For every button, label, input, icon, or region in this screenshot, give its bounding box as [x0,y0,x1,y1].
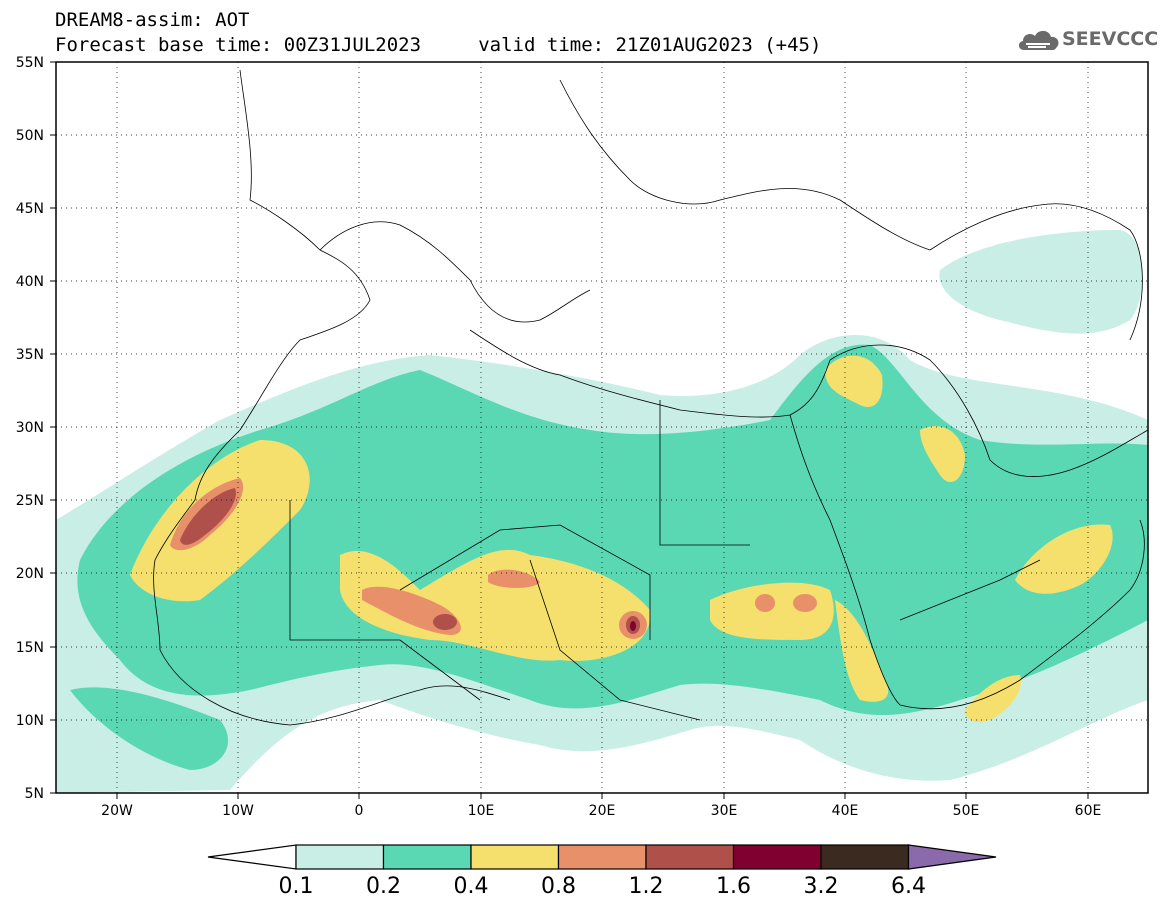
aot-band-0.2-westafrica [70,687,229,770]
colorbar-swatch-0.4 [470,844,560,870]
forecast-time-line: Forecast base time: 00Z31JUL2023 valid t… [55,34,822,56]
lon-label-50E: 50E [953,803,980,819]
aot-band-0.8-sudan1 [755,594,775,612]
colorbar-label-0.1: 0.1 [279,874,314,899]
lat-label-55N: 55N [16,55,44,71]
lon-label-0: 0 [355,803,364,819]
lon-label-10W: 10W [222,803,254,819]
lat-ticks [50,61,56,794]
aot-band-1.6-chad [630,621,636,631]
aot-band-0.1-caspian [939,230,1143,334]
lat-label-45N: 45N [16,201,44,217]
lat-label-15N: 15N [16,640,44,656]
aot-band-1.2-west [180,488,236,545]
logo-text: SEEVCCC [1062,28,1159,50]
colorbar-low-arrow [207,844,297,870]
colorbar-label-3.2: 3.2 [804,874,839,899]
lat-label-25N: 25N [16,493,44,509]
aot-band-0.8-niger [488,569,540,588]
lon-label-10E: 10E [468,803,495,819]
lat-label-50N: 50N [16,128,44,144]
lon-label-30E: 30E [711,803,738,819]
colorbar-label-1.2: 1.2 [629,874,664,899]
aot-band-0.2 [77,344,1148,715]
colorbar-swatch-0.1 [295,844,385,870]
colorbar-swatch-1.2 [645,844,735,870]
colorbar-swatch-1.6 [732,844,822,870]
graticule [56,62,1148,793]
lat-label-10N: 10N [16,713,44,729]
colorbar-label-0.2: 0.2 [366,874,401,899]
lon-label-20E: 20E [589,803,616,819]
coastlines [153,69,1148,726]
lon-label-60E: 60E [1075,803,1102,819]
lat-label-40N: 40N [16,274,44,290]
colorbar [207,844,997,870]
aot-band-0.4-redsea [835,600,889,702]
cloud-icon [1018,30,1059,50]
aot-band-0.4-yemen [965,675,1021,722]
colorbar-label-1.6: 1.6 [716,874,751,899]
colorbar-high-arrow [907,844,997,870]
aot-band-0.4-oman [1015,524,1113,594]
seevccc-logo: SEEVCCC [1016,24,1158,56]
lat-label-30N: 30N [16,420,44,436]
lat-label-20N: 20N [16,566,44,582]
aot-band-0.4-iraq [825,355,883,407]
lon-ticks [116,793,1089,799]
lat-label-5N: 5N [25,786,44,802]
colorbar-swatch-0.2 [382,844,472,870]
aot-band-0.4-gulf [920,426,965,483]
aot-band-1.2-sahel [433,614,457,630]
chart-title: DREAM8-assim: AOT [55,9,250,31]
lon-label-40E: 40E [832,803,859,819]
colorbar-label-6.4: 6.4 [891,874,926,899]
colorbar-swatch-0.8 [557,844,647,870]
lon-label-20W: 20W [101,803,133,819]
colorbar-label-0.4: 0.4 [454,874,489,899]
aot-contours [56,230,1148,793]
lat-label-35N: 35N [16,347,44,363]
colorbar-swatch-3.2 [820,844,910,870]
aot-band-0.4-sahel [340,549,651,661]
colorbar-label-0.8: 0.8 [541,874,576,899]
aot-band-0.8-sudan2 [793,594,817,612]
